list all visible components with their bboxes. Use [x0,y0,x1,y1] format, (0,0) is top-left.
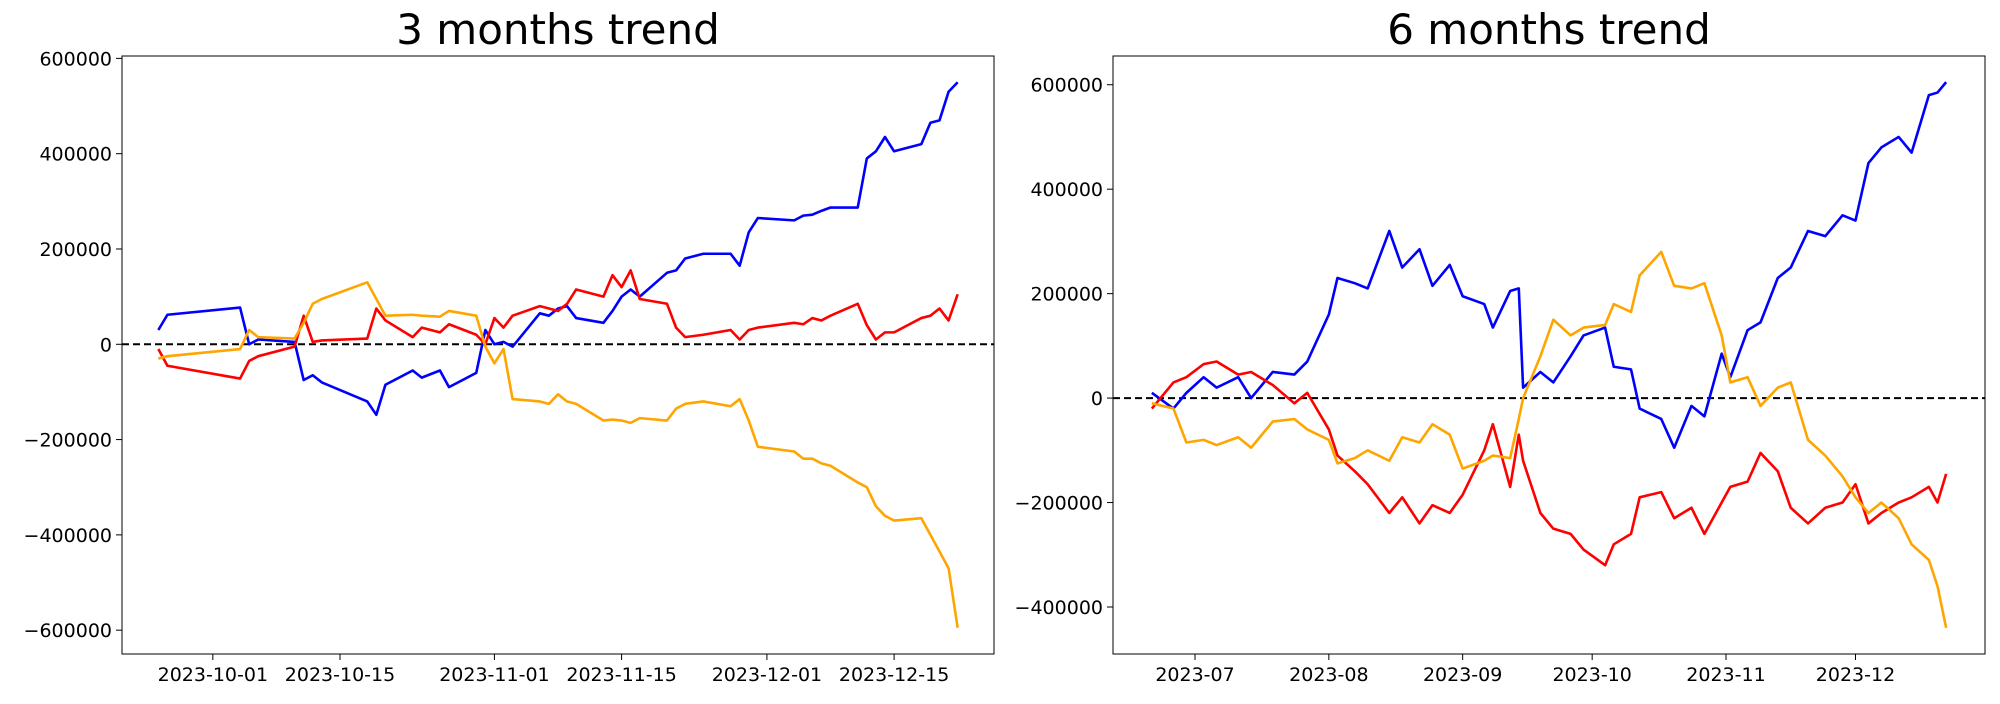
series-line [1150,360,1948,567]
axes-frame [121,55,995,655]
x-tick-label: 2023-12-15 [839,664,949,686]
series-line [1151,250,1948,629]
y-tick-label: 400000 [1030,179,1103,201]
x-tick-label: 2023-10-15 [285,664,395,686]
y-tick-label: 600000 [1030,75,1103,97]
series-line [1151,81,1948,449]
chart-title: 6 months trend [1387,5,1711,54]
x-tick-label: 2023-09 [1423,664,1502,686]
y-tick-label: −400000 [24,525,112,547]
x-tick-label: 2023-11-01 [439,664,549,686]
x-tick-label: 2023-12 [1816,664,1895,686]
series-line [158,281,959,628]
chart-title: 3 months trend [396,5,720,54]
x-tick-label: 2023-08 [1289,664,1368,686]
y-tick-label: −600000 [24,620,112,642]
x-tick-label: 2023-12-01 [712,664,822,686]
y-tick-label: 200000 [39,239,112,261]
y-tick-label: 600000 [39,48,112,70]
y-tick-label: 200000 [1030,284,1103,306]
y-tick-label: −200000 [24,430,112,452]
x-tick-label: 2023-11 [1686,664,1765,686]
x-tick-label: 2023-10-01 [158,664,268,686]
y-tick-label: 0 [1091,388,1103,410]
x-tick-label: 2023-07 [1155,664,1234,686]
y-tick-label: −400000 [1015,597,1103,619]
y-tick-label: −200000 [1015,493,1103,515]
y-tick-label: 0 [100,334,112,356]
series-line [157,81,959,417]
axes-frame [1112,55,1986,655]
y-tick-label: 400000 [39,144,112,166]
x-tick-label: 2023-11-15 [566,664,676,686]
x-tick-label: 2023-10 [1552,664,1631,686]
series-line [157,269,959,380]
